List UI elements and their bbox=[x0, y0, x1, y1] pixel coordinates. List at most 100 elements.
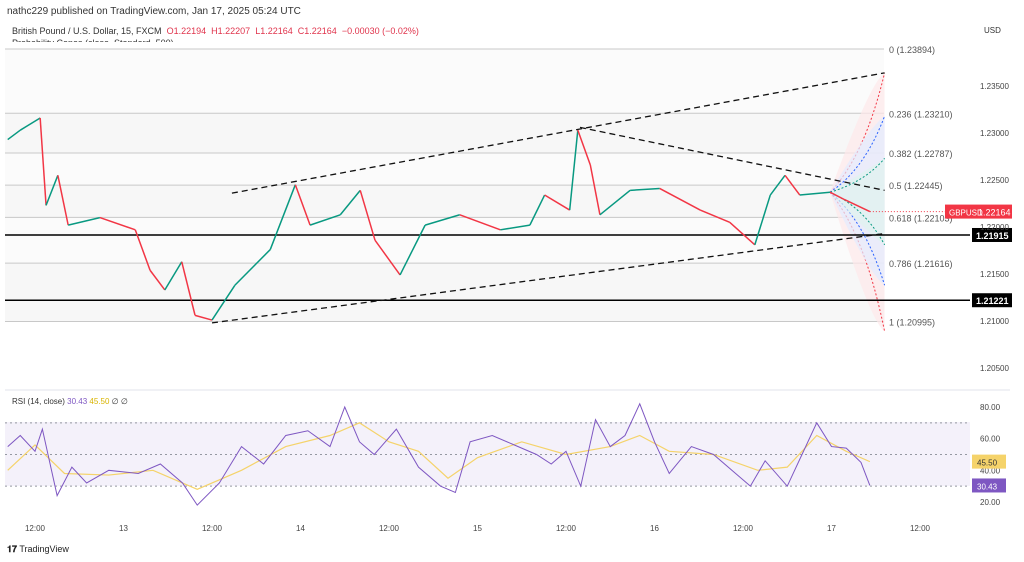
price-tick: 1.22000 bbox=[980, 223, 1009, 232]
price-segment bbox=[729, 221, 756, 246]
price-segment bbox=[57, 175, 69, 226]
time-tick: 12:00 bbox=[202, 524, 223, 533]
price-segment bbox=[45, 175, 59, 206]
last-price-tag bbox=[945, 204, 1012, 219]
time-tick: 13 bbox=[119, 524, 128, 533]
rsi-legend[interactable]: RSI (14, close) 30.43 45.50 ∅ ∅ bbox=[12, 397, 128, 406]
rsi-tag bbox=[972, 478, 1006, 493]
price-segment bbox=[234, 249, 271, 286]
fib-level-label: 0.618 (1.22103) bbox=[889, 213, 953, 223]
price-tick: 1.23500 bbox=[980, 82, 1009, 91]
price-segment bbox=[294, 184, 311, 226]
fib-zone bbox=[5, 113, 884, 154]
fib-zone bbox=[5, 185, 884, 218]
fib-zone bbox=[5, 48, 884, 114]
price-segment bbox=[754, 194, 772, 246]
price-segment bbox=[359, 190, 376, 241]
price-segment bbox=[149, 269, 166, 291]
fib-level-label: 0.382 (1.22787) bbox=[889, 149, 953, 159]
time-tick: 17 bbox=[827, 524, 836, 533]
change-value: −0.00030 (−0.02%) bbox=[341, 26, 419, 36]
price-segment bbox=[829, 191, 846, 201]
time-tick: 12:00 bbox=[910, 524, 931, 533]
price-segment bbox=[134, 229, 151, 271]
price-segment bbox=[194, 314, 213, 321]
price-segment bbox=[568, 130, 579, 211]
brand-label: TradingView bbox=[19, 544, 69, 554]
hline-price-tag bbox=[972, 293, 1012, 308]
price-segment bbox=[769, 174, 786, 196]
publish-info: nathc229 published on TradingView.com, J… bbox=[7, 6, 301, 17]
rsi-tick: 80.00 bbox=[980, 403, 1001, 412]
cone-green-edge bbox=[829, 191, 886, 246]
currency-label: USD bbox=[984, 26, 1001, 35]
high-value: H1.22207 bbox=[211, 26, 251, 36]
price-segment bbox=[699, 209, 731, 223]
price-tick: 1.22500 bbox=[980, 176, 1009, 185]
time-tick: 12:00 bbox=[733, 524, 754, 533]
price-segment bbox=[339, 189, 361, 216]
price-tick: 1.20500 bbox=[980, 364, 1009, 373]
fib-level-label: 0.236 (1.23210) bbox=[889, 109, 953, 119]
price-segment bbox=[374, 239, 401, 276]
trendline bbox=[579, 126, 885, 191]
low-value: L1.22164 bbox=[255, 26, 293, 36]
cone-blue-edge bbox=[829, 115, 886, 193]
price-segment bbox=[19, 117, 41, 131]
time-tick: 14 bbox=[296, 524, 305, 533]
trendline bbox=[211, 232, 885, 324]
price-tick: 1.23000 bbox=[980, 129, 1009, 138]
cone-green-edge bbox=[829, 158, 885, 193]
time-tick: 12:00 bbox=[379, 524, 400, 533]
fib-zone bbox=[5, 153, 884, 186]
rsi-value: 30.43 bbox=[67, 397, 88, 406]
symbol-name: British Pound / U.S. Dollar, 15, FXCM bbox=[12, 26, 162, 36]
price-segment bbox=[784, 174, 801, 196]
hline-price-tag bbox=[972, 227, 1012, 242]
rsi-extra: ∅ ∅ bbox=[111, 397, 128, 406]
price-tick: 1.21500 bbox=[980, 270, 1009, 279]
rsi-tick: 60.00 bbox=[980, 435, 1001, 444]
price-segment bbox=[589, 164, 601, 215]
price-segment bbox=[577, 129, 592, 166]
tradingview-logo[interactable]: 𝟏𝟕 TradingView bbox=[7, 544, 69, 554]
close-value: C1.22164 bbox=[297, 26, 337, 36]
ticker-label: GBPUSD bbox=[949, 209, 983, 218]
price-segment bbox=[544, 194, 571, 211]
price-tick: 1.21000 bbox=[980, 317, 1009, 326]
cone-green-fill bbox=[830, 158, 885, 245]
rsi-ma-value: 45.50 bbox=[89, 397, 110, 406]
price-segment bbox=[424, 214, 461, 226]
price-segment bbox=[99, 216, 136, 231]
rsi-tick: 40.00 bbox=[980, 466, 1001, 475]
time-tick: 16 bbox=[650, 524, 659, 533]
rsi-ma-line bbox=[7, 422, 871, 490]
fib-zone bbox=[5, 217, 884, 264]
price-segment bbox=[181, 261, 196, 316]
price-segment bbox=[844, 199, 871, 213]
open-value: O1.22194 bbox=[166, 26, 207, 36]
time-tick: 12:00 bbox=[556, 524, 577, 533]
price-segment bbox=[269, 184, 297, 250]
price-segment bbox=[68, 216, 101, 226]
fib-level-label: 1 (1.20995) bbox=[889, 317, 935, 327]
price-segment bbox=[799, 191, 831, 196]
price-segment bbox=[630, 187, 660, 192]
last-price-label: 1.22164 bbox=[978, 208, 1011, 218]
rsi-ma-tag bbox=[972, 454, 1006, 469]
price-segment bbox=[164, 261, 183, 291]
time-tick: 12:00 bbox=[25, 524, 46, 533]
price-segment bbox=[39, 117, 47, 206]
price-segment bbox=[309, 214, 341, 226]
price-segment bbox=[500, 224, 530, 231]
rsi-ma-tag-label: 45.50 bbox=[977, 459, 998, 468]
hline-price-label: 1.21915 bbox=[976, 231, 1009, 241]
fib-level-label: 0.5 (1.22445) bbox=[889, 181, 943, 191]
rsi-name: RSI (14, close) bbox=[12, 397, 65, 406]
price-segment bbox=[399, 224, 426, 276]
time-tick: 15 bbox=[473, 524, 482, 533]
rsi-tick: 20.00 bbox=[980, 498, 1001, 507]
fib-level-label: 0.786 (1.21616) bbox=[889, 259, 953, 269]
rsi-tag-label: 30.43 bbox=[977, 482, 998, 491]
